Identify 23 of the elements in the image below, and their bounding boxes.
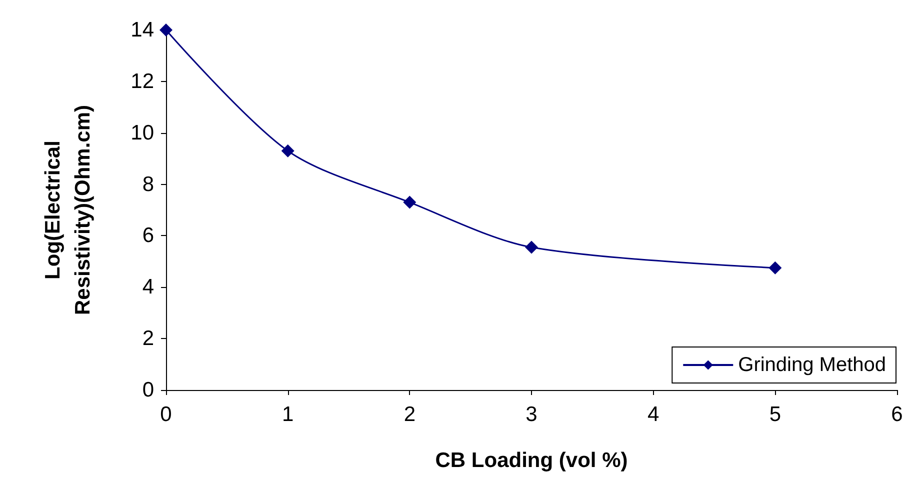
legend-label: Grinding Method <box>738 354 886 376</box>
y-axis-title: Log(Electrical Resistivity)(Ohm.cm) <box>42 104 94 316</box>
y-tick-label: 0 <box>142 378 154 402</box>
y-tick-label: 2 <box>142 327 154 350</box>
y-tick-label: 10 <box>130 121 154 144</box>
x-axis-title: CB Loading (vol %) <box>435 449 628 472</box>
x-tick-label: 3 <box>526 403 538 426</box>
y-tick-label: 4 <box>142 276 154 299</box>
y-tick-label: 8 <box>142 172 154 196</box>
x-tick-label: 5 <box>769 403 782 426</box>
point <box>768 261 782 274</box>
point <box>160 24 172 36</box>
x-tick-label: 4 <box>647 403 660 426</box>
point <box>525 240 538 254</box>
y-tick-label: 12 <box>130 70 154 93</box>
x-tick-label: 6 <box>891 403 903 426</box>
x-tick-label: 0 <box>160 403 172 426</box>
y-tick-label: 6 <box>142 224 154 248</box>
point <box>403 196 416 209</box>
y-tick-label: 14 <box>130 18 154 42</box>
x-tick-label: 1 <box>282 403 294 426</box>
point <box>281 144 294 158</box>
x-tick-label: 2 <box>404 403 416 426</box>
